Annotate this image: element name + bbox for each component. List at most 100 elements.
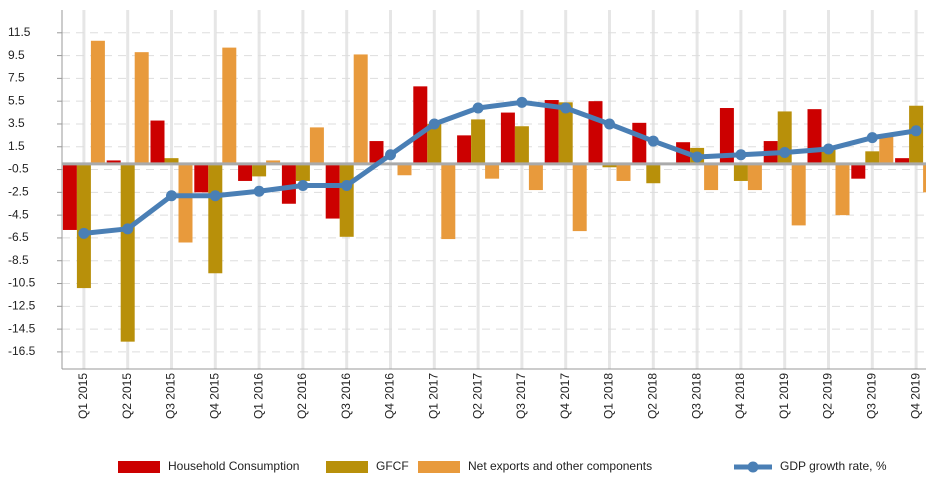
legend-label: Household Consumption — [168, 459, 299, 473]
x-tick-label: Q3 2018 — [689, 373, 703, 419]
bar — [646, 163, 661, 184]
bar — [719, 108, 734, 164]
bar — [150, 120, 165, 164]
bar — [879, 136, 894, 164]
bar — [252, 163, 267, 177]
bar — [164, 158, 179, 164]
line-point — [691, 151, 703, 163]
bar — [704, 163, 719, 191]
x-tick-label: Q4 2019 — [908, 373, 922, 419]
bar — [733, 163, 748, 181]
y-tick-label: 7.5 — [8, 71, 25, 85]
line-point — [516, 96, 528, 108]
x-tick-label: Q1 2019 — [777, 373, 791, 419]
bar — [106, 160, 121, 164]
legend-swatch — [418, 461, 460, 473]
bar — [62, 163, 77, 230]
bar — [851, 163, 866, 179]
bar — [208, 163, 223, 274]
x-tick-label: Q3 2017 — [514, 373, 528, 419]
line — [83, 99, 917, 236]
legend-swatch — [326, 461, 368, 473]
bar — [807, 109, 822, 164]
y-tick-label: 5.5 — [8, 93, 25, 107]
bar — [281, 163, 296, 204]
y-tick-label: -2.5 — [8, 185, 29, 199]
bar — [865, 151, 880, 164]
bar — [632, 122, 647, 164]
line-point — [604, 118, 615, 130]
bar — [500, 112, 515, 164]
legend-label: Net exports and other components — [468, 459, 652, 473]
bar — [791, 163, 806, 226]
x-tick-label: Q1 2018 — [602, 373, 616, 419]
bar — [923, 163, 926, 193]
y-tick-label: 3.5 — [8, 116, 25, 130]
y-tick-label: -14.5 — [8, 321, 36, 335]
y-tick-label: -12.5 — [8, 298, 36, 312]
legend-label: GFCF — [376, 459, 409, 473]
line-point — [472, 102, 484, 114]
bar — [747, 163, 762, 191]
bar — [120, 163, 135, 342]
line-point — [209, 190, 221, 202]
x-tick-label: Q1 2016 — [251, 373, 265, 419]
bar — [413, 86, 428, 164]
x-tick-label: Q3 2016 — [339, 373, 353, 419]
bar — [485, 163, 500, 179]
bar — [835, 163, 850, 216]
bar — [427, 123, 442, 164]
line-point — [385, 149, 396, 161]
bar — [602, 163, 617, 168]
bar — [441, 163, 456, 240]
bar — [588, 101, 603, 164]
bar — [457, 135, 472, 164]
line-point — [297, 180, 309, 192]
y-tick-label: -4.5 — [8, 207, 29, 221]
x-tick-label: Q4 2016 — [383, 373, 397, 419]
y-tick-label: -0.5 — [8, 162, 29, 176]
y-tick-label: 11.5 — [8, 25, 31, 39]
bar — [194, 163, 209, 193]
bar — [325, 163, 340, 219]
bar — [544, 100, 559, 164]
bar — [295, 163, 310, 181]
y-tick-label: 9.5 — [8, 48, 25, 62]
line-point — [866, 132, 878, 144]
legend-label: GDP growth rate, % — [780, 459, 887, 473]
x-tick-label: Q4 2017 — [558, 373, 572, 419]
bar — [895, 158, 910, 164]
bar — [222, 47, 237, 164]
x-tick-label: Q2 2017 — [470, 373, 484, 419]
y-tick-label: -16.5 — [8, 344, 36, 358]
x-tick-label: Q4 2018 — [733, 373, 747, 419]
line-point — [779, 146, 791, 158]
line-point — [428, 118, 440, 130]
legend-swatch — [747, 461, 759, 473]
x-tick-label: Q2 2019 — [821, 373, 835, 419]
line-point — [735, 149, 747, 161]
line-point — [910, 125, 922, 137]
x-tick-label: Q3 2019 — [864, 373, 878, 419]
line-point — [78, 227, 90, 239]
x-tick-label: Q3 2015 — [164, 373, 178, 419]
bar — [309, 127, 324, 164]
line-point — [253, 185, 265, 197]
bar — [76, 163, 91, 289]
line-point — [122, 223, 134, 235]
bar — [134, 52, 149, 164]
x-tick-label: Q2 2018 — [645, 373, 659, 419]
legend-swatch — [118, 461, 160, 473]
line-point — [560, 102, 572, 114]
bar — [266, 160, 281, 164]
line-point — [166, 190, 177, 202]
x-tick-label: Q2 2016 — [295, 373, 309, 419]
x-tick-label: Q2 2015 — [120, 373, 134, 419]
bar — [514, 126, 529, 164]
line-point — [823, 143, 834, 155]
x-tick-label: Q1 2015 — [76, 373, 90, 419]
line-point — [341, 180, 353, 192]
bar — [178, 163, 193, 243]
y-tick-label: -10.5 — [8, 276, 36, 290]
